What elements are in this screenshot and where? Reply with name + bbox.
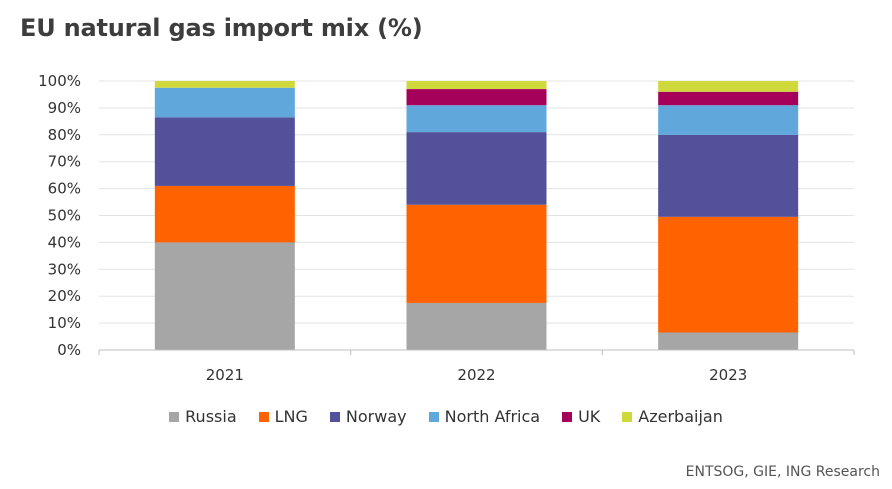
bar-segment-russia-2021 <box>154 242 295 350</box>
y-tick-label: 30% <box>48 260 81 278</box>
x-axis <box>98 349 855 355</box>
legend-swatch <box>258 411 269 422</box>
legend-swatch <box>428 411 439 422</box>
bar-segment-russia-2022 <box>406 302 547 350</box>
legend-item-uk: UK <box>562 407 600 426</box>
bar-segment-norway-2021 <box>154 117 295 186</box>
legend-label: North Africa <box>444 407 541 426</box>
legend-item-lng: LNG <box>258 407 308 426</box>
legend-item-norway: Norway <box>329 407 407 426</box>
bar-segment-azerbaijan-2022 <box>406 81 547 90</box>
bar-segment-uk-2023 <box>658 91 799 106</box>
bar-segment-norway-2022 <box>406 132 547 205</box>
legend-item-azerbaijan: Azerbaijan <box>622 407 723 426</box>
x-tick-label: 2022 <box>457 366 495 384</box>
y-axis-tick-labels: 0% 10% 20% 30% 40% 50% 60% 70% 80% 90% 100% <box>38 72 81 359</box>
bar-segment-lng-2021 <box>154 185 295 243</box>
chart-title: EU natural gas import mix (%) <box>20 14 423 42</box>
legend-item-north-africa: North Africa <box>428 407 541 426</box>
bar-segment-norway-2023 <box>658 134 799 217</box>
legend-swatch <box>169 411 180 422</box>
source-note: ENTSOG, GIE, ING Research <box>685 464 880 480</box>
bar-segment-azerbaijan-2021 <box>154 81 295 88</box>
legend-label: Azerbaijan <box>638 407 723 426</box>
bar-segment-uk-2022 <box>406 89 547 106</box>
y-tick-label: 80% <box>48 126 81 144</box>
legend-label: LNG <box>274 407 308 426</box>
bar-segment-north-africa-2022 <box>406 105 547 133</box>
x-tick-label: 2021 <box>206 366 244 384</box>
y-tick-label: 60% <box>48 180 81 198</box>
bar-segment-azerbaijan-2023 <box>658 81 799 92</box>
y-tick-label: 70% <box>48 153 81 171</box>
legend-label: Norway <box>345 407 407 426</box>
stacked-bar-chart: 0%10%20%30%40%50%60%70%80%90%100% 2021 20… <box>38 72 855 384</box>
y-tick-label: 20% <box>48 287 81 305</box>
y-tick-label: 100% <box>38 72 81 90</box>
legend-item-russia: Russia <box>169 407 237 426</box>
y-tick-label: 10% <box>48 314 81 332</box>
bar-segment-lng-2023 <box>658 216 799 333</box>
bar-segment-lng-2022 <box>406 204 547 303</box>
legend-swatch <box>562 411 573 422</box>
y-tick-label: 50% <box>48 207 81 225</box>
legend-swatch <box>622 411 633 422</box>
y-tick-label: 40% <box>48 233 81 251</box>
x-tick-label: 2023 <box>709 366 747 384</box>
legend-swatch <box>329 411 340 422</box>
legend-label: Russia <box>185 407 237 426</box>
x-axis-tick-labels: 2021 2022 2023 <box>206 366 748 384</box>
y-tick-label: 90% <box>48 99 81 117</box>
legend-label: UK <box>578 407 601 426</box>
legend: Russia LNG Norway North Africa UK Azerbaijan <box>0 407 892 426</box>
bar-segment-north-africa-2021 <box>154 87 295 118</box>
y-tick-label: 0% <box>57 341 81 359</box>
bar-segment-russia-2023 <box>658 332 799 350</box>
bar-segment-north-africa-2023 <box>658 105 799 135</box>
bars <box>154 81 799 350</box>
